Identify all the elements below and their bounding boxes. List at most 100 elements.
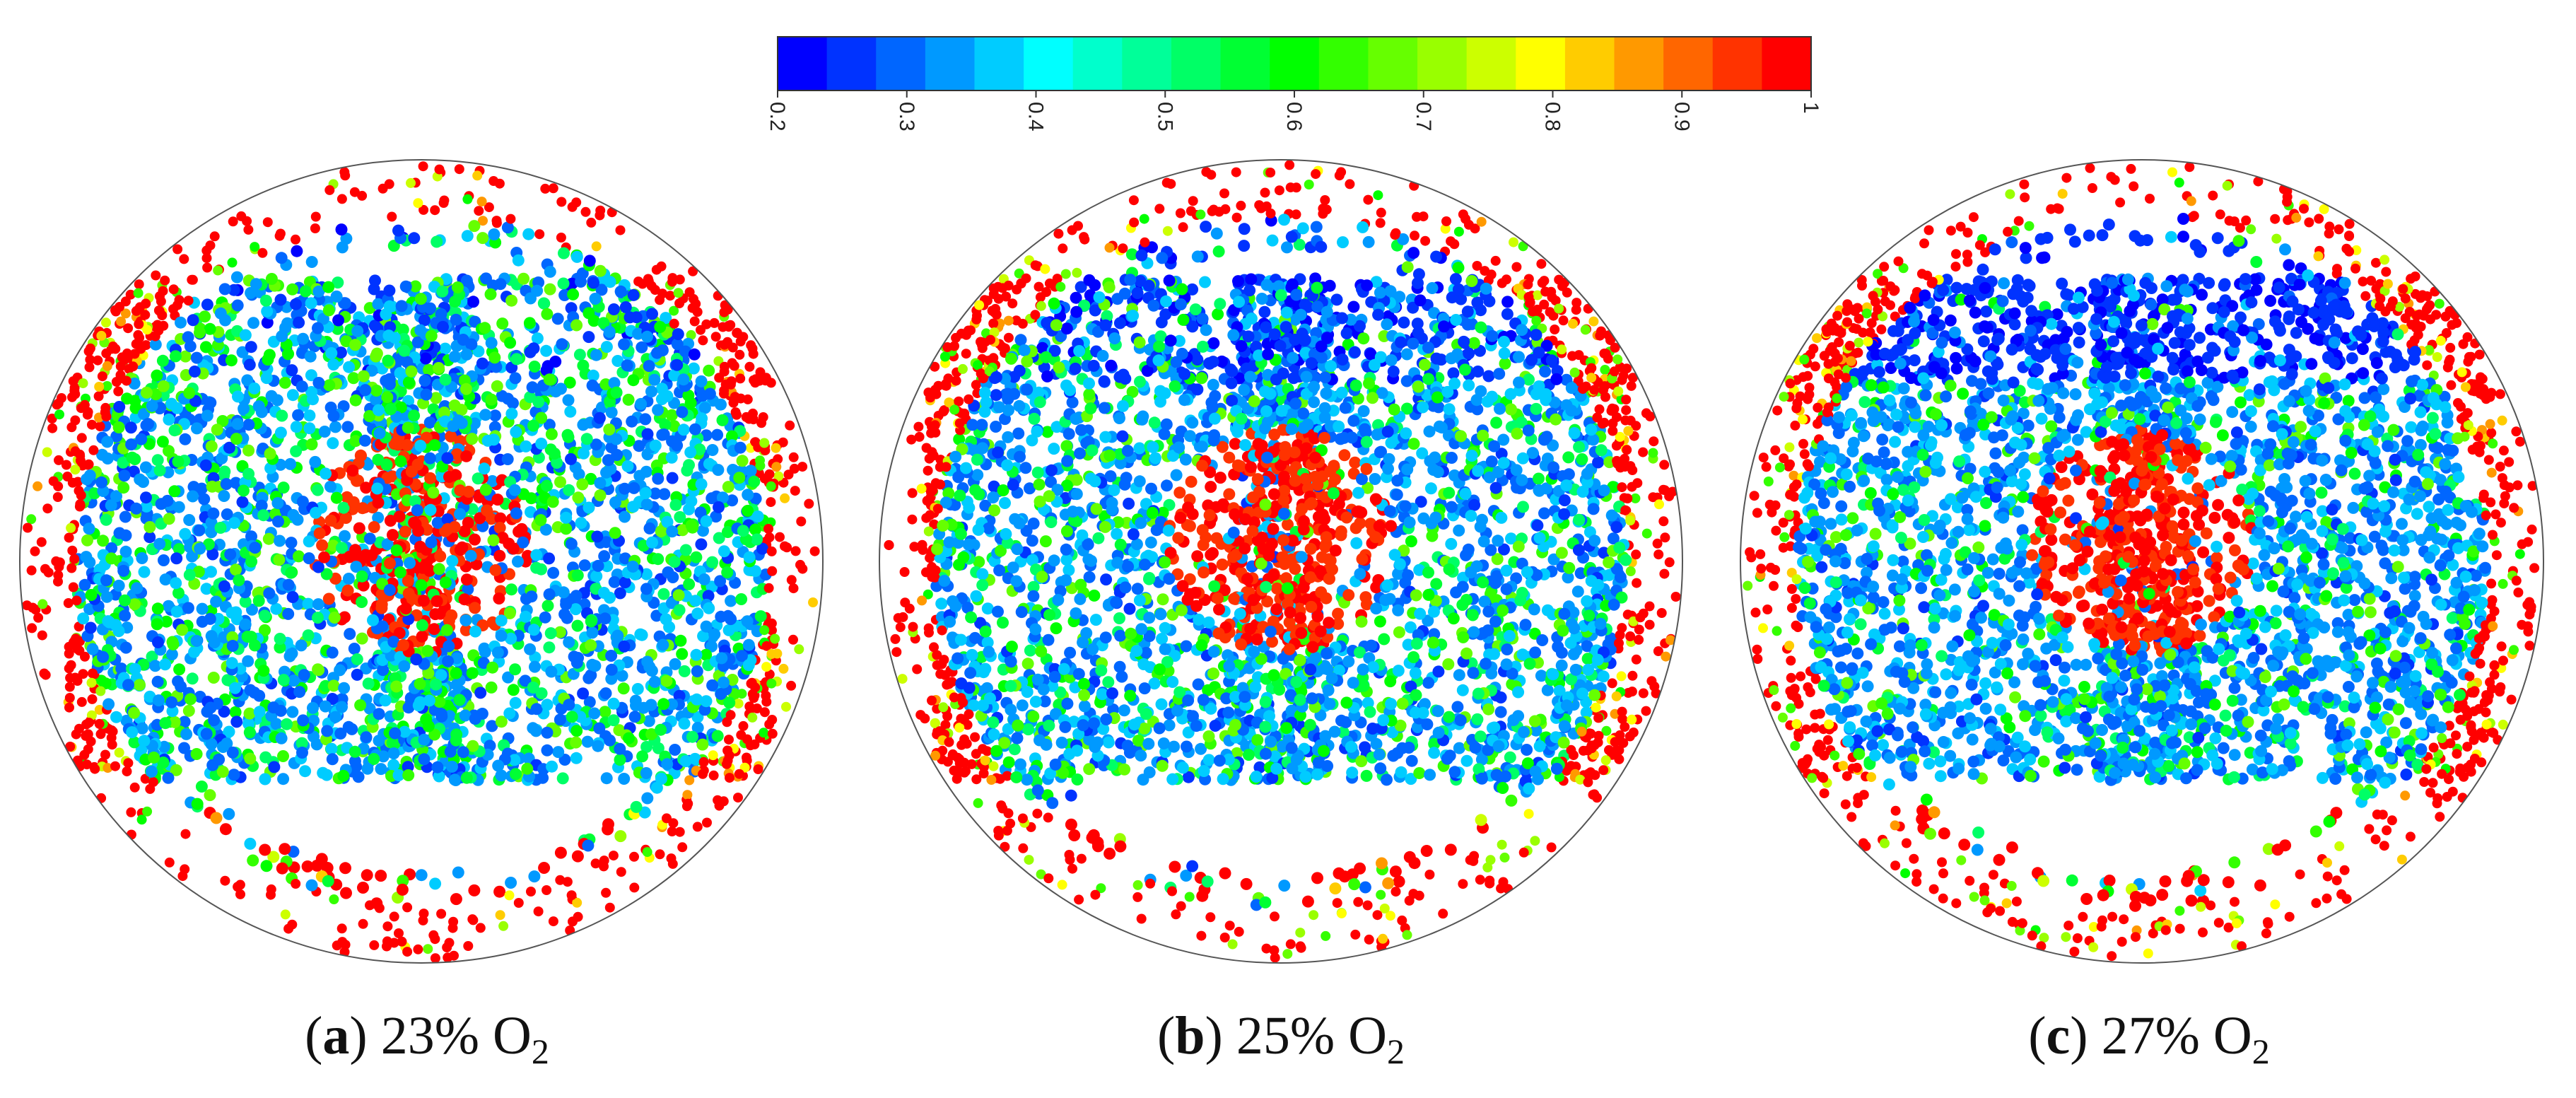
particle: [527, 681, 539, 694]
particle: [1460, 754, 1473, 767]
particle: [700, 648, 713, 661]
particle: [125, 289, 136, 300]
particle: [304, 350, 317, 363]
particle: [1656, 608, 1667, 618]
particle: [634, 628, 647, 641]
particle: [535, 438, 548, 450]
particle: [623, 732, 635, 744]
particle: [918, 544, 928, 555]
particle: [287, 509, 300, 521]
particle: [1157, 593, 1169, 606]
particle: [190, 635, 203, 647]
particle: [1182, 771, 1195, 783]
particle: [200, 583, 213, 595]
particle: [417, 595, 430, 607]
particle: [423, 694, 435, 707]
particle: [266, 884, 276, 894]
particle: [351, 668, 363, 681]
particle: [1057, 880, 1067, 890]
particle: [329, 894, 339, 904]
particle: [751, 510, 764, 522]
particle: [112, 421, 125, 433]
particle: [766, 497, 776, 508]
particle: [563, 484, 575, 496]
particle: [749, 523, 761, 536]
particle: [128, 736, 141, 749]
particle: [163, 413, 175, 426]
particle: [118, 469, 131, 482]
particle: [305, 297, 317, 310]
particle: [491, 646, 504, 659]
particle: [543, 641, 556, 654]
particle: [312, 561, 324, 573]
particle: [474, 687, 487, 699]
particle: [594, 264, 607, 277]
particle: [650, 609, 663, 622]
particle: [677, 842, 688, 853]
particle: [627, 374, 640, 387]
particle: [322, 304, 335, 317]
particle: [250, 278, 262, 291]
particle: [110, 490, 122, 503]
particle: [329, 421, 341, 433]
particle: [227, 257, 238, 268]
colorbar-cell: [1712, 37, 1762, 90]
particle: [626, 560, 639, 573]
particle: [383, 284, 396, 297]
particle: [64, 532, 74, 543]
particle: [496, 317, 509, 330]
particle: [616, 867, 626, 877]
particle: [140, 491, 152, 504]
particle: [81, 534, 93, 547]
particle: [439, 373, 452, 386]
particle: [404, 556, 416, 569]
particle: [125, 438, 138, 451]
particle: [505, 407, 518, 420]
particle: [686, 329, 696, 340]
particle: [603, 424, 616, 436]
particle: [733, 699, 744, 709]
particle: [1126, 385, 1139, 398]
particle: [190, 351, 203, 364]
particle: [665, 451, 678, 464]
particle: [737, 689, 747, 699]
particle: [423, 944, 433, 954]
particle: [329, 711, 341, 723]
particle: [458, 525, 471, 537]
particle: [655, 723, 667, 736]
particle: [561, 428, 574, 441]
particle: [554, 476, 566, 489]
particle: [498, 921, 509, 931]
particle: [129, 349, 140, 359]
particle: [729, 361, 739, 371]
particle: [61, 460, 71, 470]
particle: [377, 664, 390, 677]
particle: [583, 696, 596, 708]
particle: [223, 725, 235, 738]
particle: [755, 460, 766, 471]
particle: [597, 317, 610, 329]
particle: [618, 338, 631, 351]
particle: [193, 524, 206, 537]
particle: [76, 433, 87, 443]
particle: [508, 754, 521, 766]
particle: [225, 354, 238, 367]
particle: [236, 346, 249, 358]
particle: [527, 419, 539, 432]
particle: [520, 440, 532, 452]
particle: [423, 416, 436, 429]
particle: [734, 769, 744, 779]
particle: [633, 440, 645, 452]
particle: [320, 769, 333, 781]
particle: [146, 765, 158, 778]
particle: [666, 698, 678, 711]
particle: [1191, 250, 1204, 263]
particle: [204, 701, 217, 714]
particle: [595, 205, 606, 216]
particle: [695, 538, 708, 551]
particle: [460, 573, 473, 586]
particle: [662, 566, 674, 578]
particle: [88, 668, 98, 679]
particle: [657, 698, 670, 711]
particle: [547, 566, 560, 579]
